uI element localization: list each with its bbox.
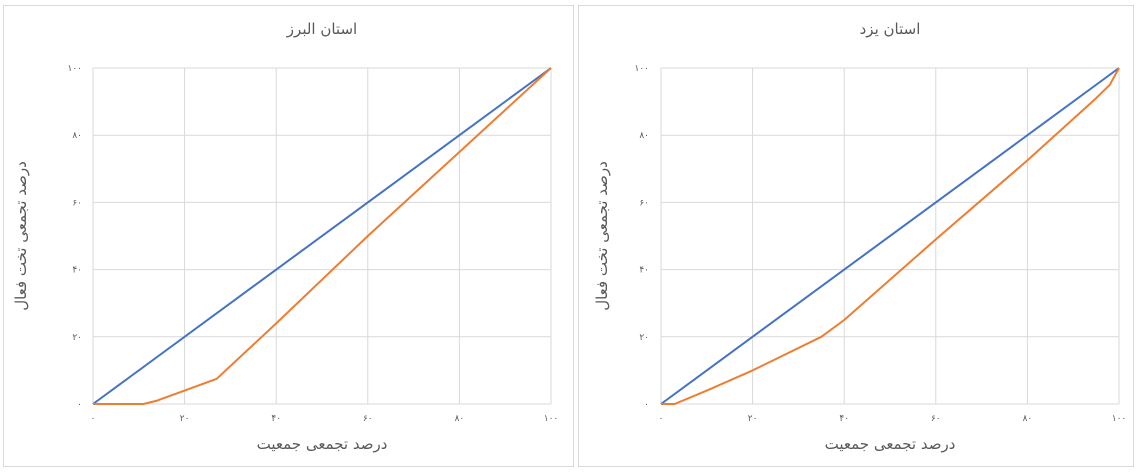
equality-line bbox=[92, 67, 552, 405]
y-tick-label: ۱۰۰ bbox=[634, 64, 649, 74]
equality-line bbox=[660, 67, 1120, 405]
x-tick-label: ۰ bbox=[659, 414, 664, 424]
chart-panel-yazd: ۰ ۲۰ ۴۰ ۶۰ ۸۰ ۱۰۰ ۰ ۲۰ ۴۰ ۶۰ ۸۰ ۱۰۰ استان یزد درصد تج… bbox=[578, 5, 1134, 467]
y-tick-label: ۲۰ bbox=[72, 333, 82, 343]
chart-title: استان البرز bbox=[286, 20, 357, 38]
chart-panel-alborz: ۰ ۲۰ ۴۰ ۶۰ ۸۰ ۱۰۰ ۰ ۲۰ ۴۰ ۶۰ ۸۰ ۱۰۰ استان البرز درصد … bbox=[3, 5, 574, 467]
x-axis-label: درصد تجمعی جمعیت bbox=[257, 435, 388, 453]
y-axis-label: درصد تجمعی تخت فعال bbox=[593, 161, 611, 311]
y-tick-label: ۰ bbox=[77, 400, 82, 410]
x-tick-label: ۰ bbox=[91, 414, 96, 424]
y-tick-label: ۶۰ bbox=[72, 198, 82, 208]
lorenz-curve bbox=[93, 67, 552, 405]
x-axis-label: درصد تجمعی جمعیت bbox=[825, 435, 956, 453]
chart-svg-alborz: ۰ ۲۰ ۴۰ ۶۰ ۸۰ ۱۰۰ ۰ ۲۰ ۴۰ ۶۰ ۸۰ ۱۰۰ استان البرز درصد … bbox=[12, 20, 559, 453]
y-tick-label: ۱۰۰ bbox=[67, 64, 82, 74]
x-tick-label: ۸۰ bbox=[455, 414, 465, 424]
x-tick-label: ۶۰ bbox=[931, 414, 941, 424]
x-tick-label: ۴۰ bbox=[271, 414, 281, 424]
x-tick-label: ۴۰ bbox=[839, 414, 849, 424]
x-tick-label: ۲۰ bbox=[748, 414, 758, 424]
y-tick-label: ۸۰ bbox=[639, 131, 649, 141]
x-tick-label: ۶۰ bbox=[363, 414, 373, 424]
y-tick-label: ۴۰ bbox=[72, 266, 82, 276]
chart-svg-yazd: ۰ ۲۰ ۴۰ ۶۰ ۸۰ ۱۰۰ ۰ ۲۰ ۴۰ ۶۰ ۸۰ ۱۰۰ استان یزد درصد تج… bbox=[593, 20, 1127, 453]
y-axis-label: درصد تجمعی تخت فعال bbox=[12, 161, 30, 311]
y-tick-label: ۲۰ bbox=[639, 333, 649, 343]
y-tick-label: ۰ bbox=[644, 400, 649, 410]
y-tick-label: ۴۰ bbox=[639, 266, 649, 276]
lorenz-curve bbox=[661, 67, 1120, 405]
x-tick-label: ۸۰ bbox=[1023, 414, 1033, 424]
chart-title: استان یزد bbox=[860, 20, 921, 38]
y-tick-label: ۸۰ bbox=[72, 131, 82, 141]
x-tick-label: ۲۰ bbox=[180, 414, 190, 424]
y-tick-label: ۶۰ bbox=[639, 198, 649, 208]
x-tick-label: ۱۰۰ bbox=[1112, 414, 1127, 424]
x-tick-label: ۱۰۰ bbox=[544, 414, 559, 424]
